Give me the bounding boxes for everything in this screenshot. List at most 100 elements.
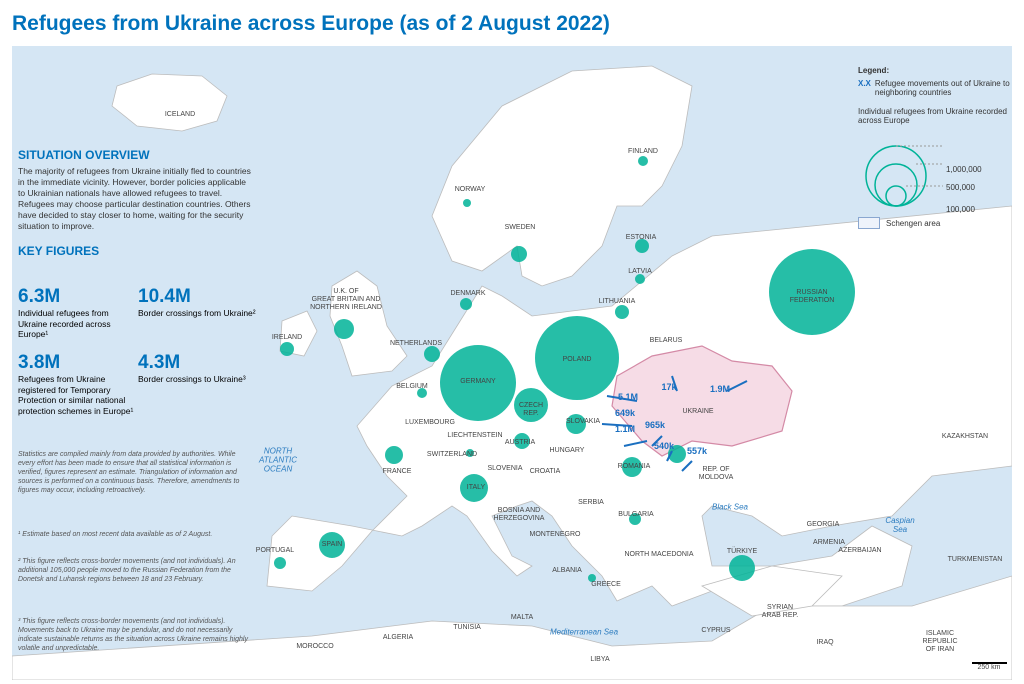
country-label: LITHUANIA <box>598 298 636 305</box>
note: ¹ Estimate based on most recent data ava… <box>18 531 213 538</box>
country-label: PORTUGAL <box>255 547 295 554</box>
sea-label: Black Sea <box>711 502 749 512</box>
country-label: NETHERLANDS <box>389 340 443 347</box>
figure-value: 3.8M <box>18 352 61 373</box>
country-label: TURKMENISTAN <box>947 556 1003 563</box>
country-label: LUXEMBOURG <box>405 419 455 426</box>
country-label: SLOVAKIA <box>565 418 601 425</box>
figure-label: Individual refugees from Ukraine recorde… <box>18 308 111 339</box>
ukraine <box>611 345 793 457</box>
country-label: MOROCCO <box>296 643 334 650</box>
overview-heading: SITUATION OVERVIEW <box>18 148 150 162</box>
map <box>12 46 1012 680</box>
country-label: TÜRKIYE <box>726 548 758 555</box>
map-title: Refugees from Ukraine across Europe (as … <box>12 12 610 35</box>
country-label: UKRAINE <box>682 408 714 415</box>
schengen-swatch <box>858 217 880 229</box>
country-label: ICELAND <box>164 111 196 118</box>
flow-label: 540k <box>653 441 675 451</box>
country-label: GEORGIA <box>806 521 840 528</box>
key-figures-heading: KEY FIGURES <box>18 244 100 258</box>
note: Statistics are compiled mainly from data… <box>18 451 240 494</box>
flow-label: 1.1M <box>614 424 636 434</box>
legend: Legend: x.x Refugee movements out of Ukr… <box>858 66 1013 229</box>
country-label: SPAIN <box>321 541 343 548</box>
figure-value: 10.4M <box>138 286 191 307</box>
country-label: IRAQ <box>816 639 834 646</box>
country-label: POLAND <box>562 356 592 363</box>
country-label: SERBIA <box>578 499 604 506</box>
scale-label: 250 km <box>977 664 1001 671</box>
flow-label: 17k <box>661 382 677 392</box>
side-panel: SITUATION OVERVIEW The majority of refug… <box>18 148 253 262</box>
country-label: U.K. OF GREAT BRITAIN AND NORTHERN IRELA… <box>310 288 382 311</box>
note: ³ This figure reflects cross-border move… <box>18 618 248 652</box>
country-label: SWITZERLAND <box>426 451 478 458</box>
country-label: SLOVENIA <box>487 465 523 472</box>
legend-circles <box>865 145 943 207</box>
sea-label: Mediterranean Sea <box>549 627 619 637</box>
country-label: NORWAY <box>454 186 486 193</box>
country-label: TUNISIA <box>453 624 481 631</box>
flow-label: 649k <box>614 408 636 418</box>
country-label: FRANCE <box>382 468 412 475</box>
flow-label: 5.1M <box>617 392 639 402</box>
country-label: SWEDEN <box>504 224 536 231</box>
figure-label: Refugees from Ukraine registered for Tem… <box>18 374 134 416</box>
country-label: ITALY <box>466 484 486 491</box>
country-label: ISLAMIC REPUBLIC OF IRAN <box>922 630 958 653</box>
country-label: KAZAKHSTAN <box>941 433 989 440</box>
country-label: AZERBAIJAN <box>838 547 882 554</box>
legend-title: Legend: <box>858 66 890 75</box>
country-label: GERMANY <box>460 378 496 385</box>
country-label: SYRIAN ARAB REP. <box>761 604 799 619</box>
country-label: IRELAND <box>271 334 303 341</box>
sea-label: Caspian Sea <box>885 516 915 534</box>
country-label: NORTH MACEDONIA <box>624 551 694 558</box>
country-label: AUSTRIA <box>504 439 536 446</box>
country-label: CYPRUS <box>701 627 731 634</box>
key-figure: 3.8M Refugees from Ukraine registered for… <box>18 352 136 416</box>
country-label: REP. OF MOLDOVA <box>698 466 734 481</box>
legend-movements: Refugee movements out of Ukraine to neig… <box>874 79 1010 97</box>
country-label: LIECHTENSTEIN <box>447 432 503 439</box>
country-label: ESTONIA <box>625 234 657 241</box>
legend-arrow: x.x <box>858 79 871 88</box>
figure-label: Border crossings to Ukraine³ <box>138 374 246 384</box>
country-label: MALTA <box>510 614 534 621</box>
country-label: FINLAND <box>628 148 658 155</box>
country-label: LATVIA <box>628 268 652 275</box>
figure-label: Border crossings from Ukraine² <box>138 308 256 318</box>
country-label: ALBANIA <box>552 567 582 574</box>
country-label: GREECE <box>591 581 621 588</box>
country-label: MONTENEGRO <box>529 531 581 538</box>
legend-size: 500,000 <box>946 183 975 192</box>
country-label: CZECH REP. <box>518 402 544 417</box>
country-label: RUSSIAN FEDERATION <box>789 289 835 304</box>
sea-label: NORTH ATLANTIC OCEAN <box>258 446 298 474</box>
country-label: LIBYA <box>590 656 610 663</box>
flow-label: 557k <box>686 446 708 456</box>
legend-size: 100,000 <box>946 205 975 214</box>
flow-arrows <box>601 375 748 472</box>
legend-circles-title: Individual refugees from Ukraine recorde… <box>858 107 1007 125</box>
country-label: ROMANIA <box>617 463 651 470</box>
country-label: ARMENIA <box>813 539 845 546</box>
key-figure: 10.4M Border crossings from Ukraine² <box>138 286 256 319</box>
key-figure: 4.3M Border crossings to Ukraine³ <box>138 352 256 385</box>
legend-schengen: Schengen area <box>886 218 941 228</box>
country-label: CROATIA <box>529 468 561 475</box>
legend-size: 1,000,000 <box>946 165 982 174</box>
country-label: BELARUS <box>649 337 683 344</box>
flow-label: 1.9M <box>709 384 731 394</box>
figure-value: 4.3M <box>138 352 181 373</box>
country-label: DENMARK <box>450 290 486 297</box>
overview-text: The majority of refugees from Ukraine in… <box>18 166 251 231</box>
refugee-circles <box>274 156 855 582</box>
country-label: BULGARIA <box>618 511 654 518</box>
flow-label: 965k <box>644 420 666 430</box>
key-figure: 6.3M Individual refugees from Ukraine rec… <box>18 286 136 340</box>
country-label: BELGIUM <box>396 383 428 390</box>
country-label: ALGERIA <box>382 634 414 641</box>
